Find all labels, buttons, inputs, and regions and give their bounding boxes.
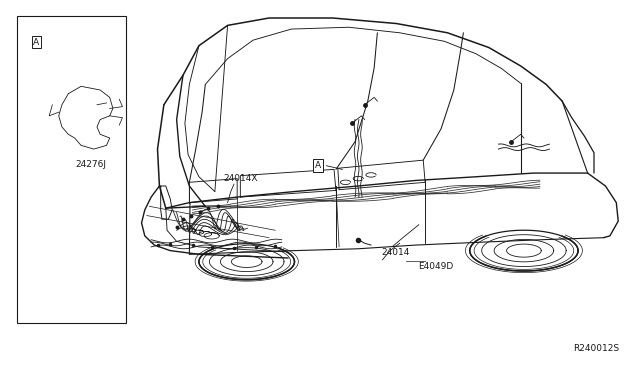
Text: A: A	[315, 161, 321, 170]
Text: 24014X: 24014X	[223, 174, 257, 183]
Text: R240012S: R240012S	[573, 344, 620, 353]
Bar	[17, 16, 125, 323]
Text: A: A	[33, 38, 40, 46]
Text: 24276J: 24276J	[75, 160, 106, 169]
Text: 24014: 24014	[381, 248, 410, 257]
Text: E4049D: E4049D	[419, 262, 454, 272]
